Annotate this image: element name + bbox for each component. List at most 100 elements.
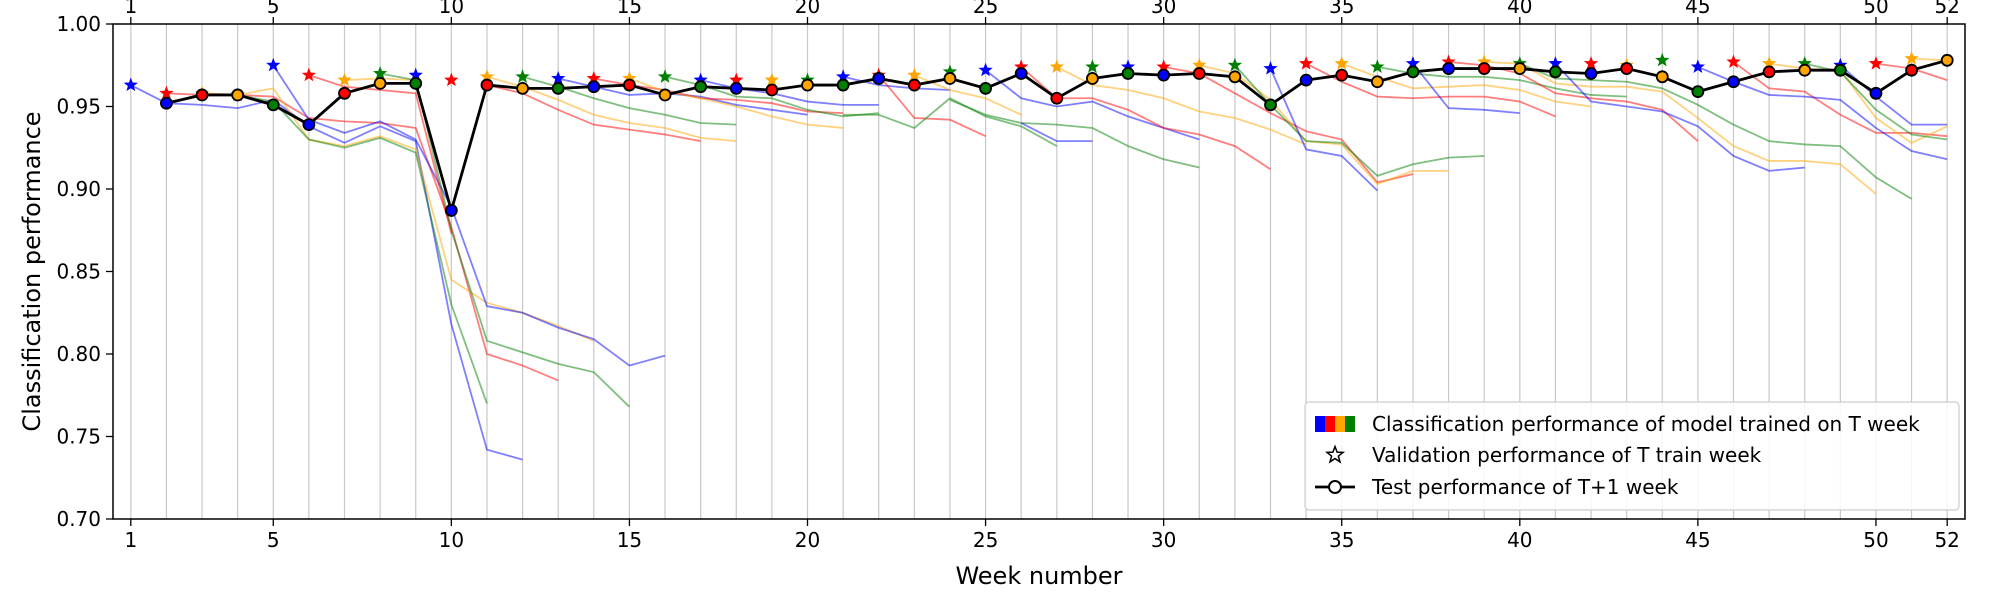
x-tick-label: 40	[1507, 528, 1532, 552]
test-point-week-52	[1940, 53, 1954, 67]
validation-star-week-21	[835, 69, 851, 83]
validation-star-week-37	[1405, 56, 1421, 70]
model-line-week-29	[1020, 122, 1093, 143]
test-point-week-49	[1833, 63, 1847, 77]
validation-star-week-16	[657, 69, 673, 83]
model-line-week-41	[1554, 62, 1805, 172]
test-point-week-23	[907, 78, 921, 92]
validation-star-week-47	[1761, 56, 1777, 70]
x-tick-label: 5	[267, 528, 280, 552]
validation-star-week-19	[764, 72, 780, 87]
y-tick-label: 0.90	[56, 177, 101, 201]
legend-entry-model: Classification performance of model trai…	[1372, 412, 1920, 436]
test-point-week-43	[1620, 62, 1634, 75]
y-axis-label: Classification performance	[18, 111, 46, 431]
test-point-week-11	[480, 78, 494, 92]
x-axis-top: 1 5 10 15 20 25 30 35 40 45 50 52	[124, 0, 1960, 24]
test-point-week-22	[872, 72, 886, 85]
test-performance-series	[160, 53, 1954, 217]
model-line-week-37	[1412, 63, 1520, 114]
y-axis: 0.70 0.75 0.80 0.85 0.90 0.95 1.00	[56, 12, 113, 531]
validation-star-week-41	[1548, 56, 1563, 70]
test-point-week-24	[943, 72, 957, 85]
validation-star-week-31	[1192, 57, 1207, 72]
legend-color-squares-icon	[1315, 416, 1355, 432]
test-point-week-37	[1406, 65, 1420, 79]
validation-star-week-51	[1904, 51, 1919, 65]
model-line-week-24	[843, 97, 1058, 147]
x-tick-label-top: 35	[1329, 0, 1354, 18]
test-point-week-29	[1121, 67, 1135, 80]
validation-star-week-14	[586, 70, 601, 85]
validation-star-week-12	[515, 69, 530, 83]
validation-star-week-8	[372, 66, 388, 80]
validation-star-week-18	[729, 72, 744, 87]
validation-star-week-7	[337, 72, 352, 87]
test-point-week-27	[1050, 91, 1064, 105]
test-point-week-32	[1228, 70, 1242, 84]
test-point-week-30	[1157, 68, 1171, 82]
validation-star-week-15	[622, 70, 637, 85]
test-point-week-46	[1727, 75, 1740, 89]
test-point-week-12	[516, 81, 529, 95]
legend-swatch-blue	[1315, 416, 1325, 432]
x-tick-label-top: 5	[267, 0, 280, 18]
validation-star-week-36	[1370, 59, 1385, 73]
validation-star-week-25	[978, 62, 993, 77]
test-point-week-39	[1477, 62, 1491, 75]
test-point-week-16	[658, 88, 672, 102]
test-point-week-5	[266, 98, 280, 112]
validation-star-week-6	[301, 67, 317, 82]
model-line-week-2	[166, 92, 559, 382]
validation-star-week-9	[408, 67, 423, 82]
x-tick-label-top: 1	[124, 0, 137, 18]
x-tick-label-top: 50	[1863, 0, 1888, 18]
y-tick-label: 0.85	[56, 260, 101, 284]
validation-star-week-39	[1477, 54, 1492, 69]
validation-star-week-33	[1263, 61, 1278, 75]
x-tick-label-top: 25	[973, 0, 998, 18]
x-tick-label: 30	[1151, 528, 1176, 552]
test-point-week-28	[1086, 72, 1099, 85]
validation-star-week-27	[1049, 59, 1064, 73]
model-line-week-32	[1234, 64, 1485, 177]
y-tick-label: 0.75	[56, 425, 101, 449]
validation-star-week-30	[1156, 59, 1171, 73]
model-line-week-31	[1199, 64, 1449, 186]
x-tick-label: 15	[617, 528, 642, 552]
test-point-week-20	[801, 78, 814, 92]
test-point-week-34	[1299, 73, 1313, 87]
y-tick-label: 1.00	[56, 12, 101, 36]
test-point-week-21	[836, 78, 850, 92]
x-tick-label: 52	[1934, 528, 1959, 552]
validation-star-week-13	[551, 70, 566, 85]
test-point-week-7	[338, 86, 351, 100]
test-point-week-8	[373, 77, 387, 90]
model-line-week-22	[878, 74, 986, 138]
legend-box	[1304, 401, 1960, 511]
legend-swatch-green	[1345, 416, 1355, 432]
legend-swatch-red	[1325, 416, 1335, 432]
x-tick-label-top: 20	[795, 0, 820, 18]
x-tick-label: 35	[1329, 528, 1354, 552]
x-tick-label-top: 10	[439, 0, 464, 18]
validation-star-week-45	[1690, 59, 1706, 73]
test-point-week-48	[1798, 63, 1812, 77]
test-point-week-31	[1192, 67, 1206, 80]
test-point-week-13	[551, 81, 565, 95]
x-tick-label-top: 15	[617, 0, 642, 18]
test-point-week-4	[231, 88, 245, 102]
test-point-week-45	[1691, 85, 1705, 99]
x-tick-label: 45	[1685, 528, 1710, 552]
test-point-week-38	[1442, 62, 1455, 75]
validation-star-week-2	[159, 85, 174, 100]
test-point-week-33	[1264, 98, 1277, 112]
test-point-week-35	[1335, 68, 1349, 82]
model-line-week-46	[1732, 61, 1948, 138]
test-point-week-3	[195, 88, 209, 102]
legend-star-icon	[1324, 444, 1346, 464]
x-tick-label-top: 52	[1934, 0, 1959, 18]
test-point-week-15	[623, 78, 636, 92]
validation-star-week-44	[1655, 52, 1670, 67]
